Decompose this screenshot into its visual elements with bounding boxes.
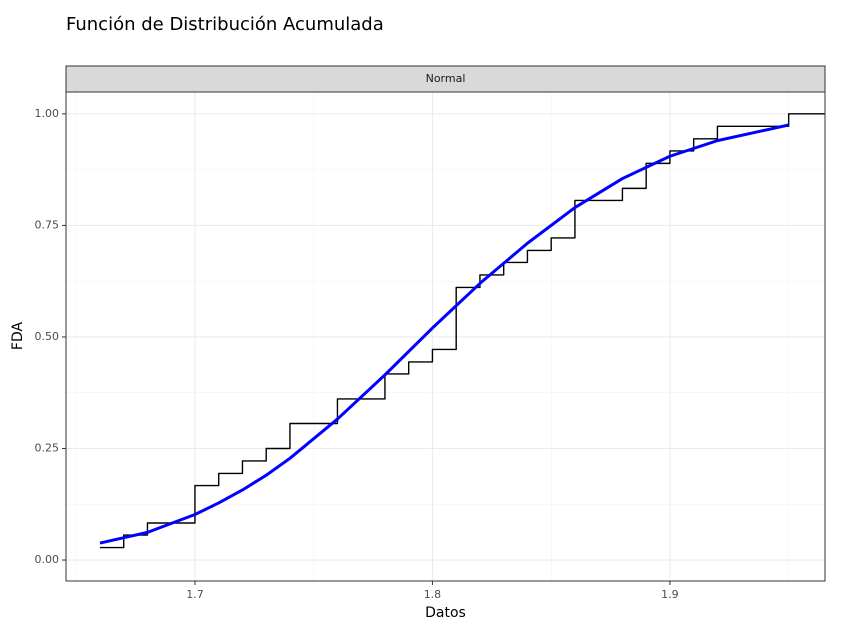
y-tick-label: 0.00 <box>35 553 60 566</box>
x-tick-label: 1.9 <box>661 588 679 601</box>
y-tick-label: 0.75 <box>35 218 60 231</box>
x-tick-label: 1.8 <box>424 588 442 601</box>
facet-strip <box>65 65 826 93</box>
y-axis-title: FDA <box>10 321 26 350</box>
ecdf-step-line <box>99 113 825 549</box>
x-tick-label: 1.7 <box>186 588 204 601</box>
y-tick-label: 0.25 <box>35 441 60 454</box>
chart-title: Función de Distribución Acumulada <box>66 14 384 35</box>
x-axis-title: Datos <box>425 605 466 621</box>
facet-label: Normal <box>426 72 466 85</box>
cdf-line <box>99 123 789 545</box>
plot-area <box>65 91 826 582</box>
y-tick-label: 0.50 <box>35 330 60 343</box>
y-tick-label: 1.00 <box>35 107 60 120</box>
